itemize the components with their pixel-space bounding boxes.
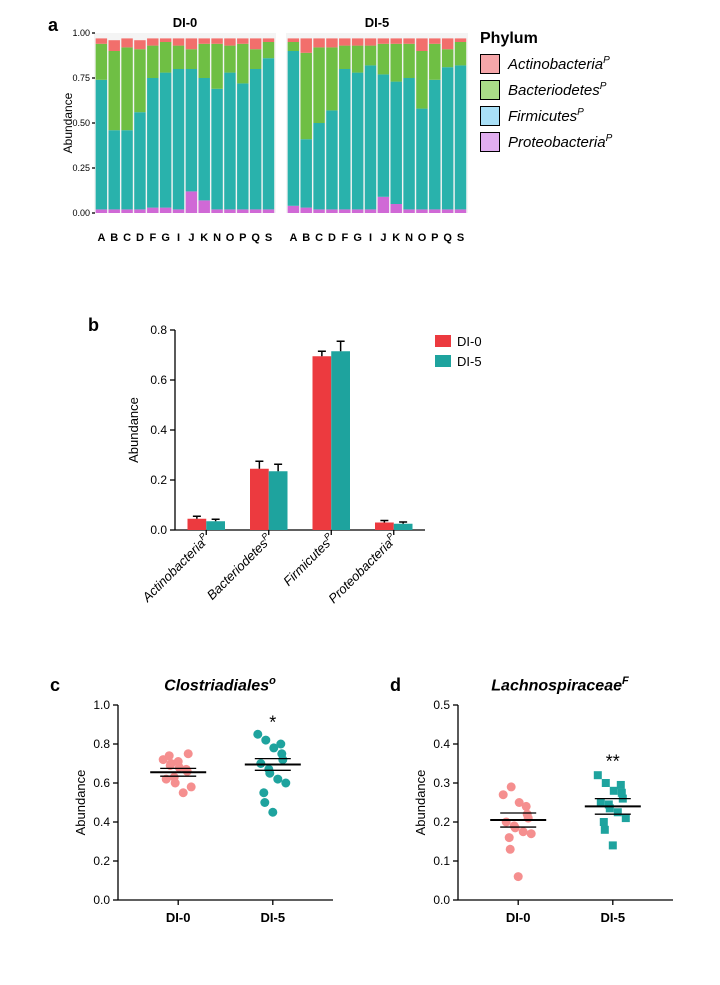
svg-text:Abundance: Abundance bbox=[126, 397, 141, 463]
panel-b-chart: 0.0 0.2 0.4 0.6 0.8 Abundance ActinobacteriaPB… bbox=[120, 315, 550, 655]
legend-item: BacteriodetesP bbox=[480, 80, 612, 100]
phylum-legend: Phylum ActinobacteriaP BacteriodetesP Firm… bbox=[480, 30, 612, 158]
svg-text:B: B bbox=[302, 232, 310, 244]
svg-text:0.4: 0.4 bbox=[93, 815, 110, 829]
svg-text:DI-0: DI-0 bbox=[506, 910, 531, 925]
panel-c-title: Clostriadialeso bbox=[70, 675, 370, 695]
figure: a DI-0 DI-5 0.00 0.25 0.50 0.75 1.00 Abundance A… bbox=[10, 15, 710, 975]
svg-text:P: P bbox=[431, 232, 438, 244]
svg-text:0.8: 0.8 bbox=[150, 323, 167, 337]
legend-swatch bbox=[480, 106, 500, 126]
svg-text:**: ** bbox=[606, 752, 620, 772]
svg-text:Q: Q bbox=[251, 232, 260, 244]
svg-text:0.50: 0.50 bbox=[72, 118, 90, 128]
panel-d-label: d bbox=[390, 675, 401, 696]
svg-text:ProteobacteriaP: ProteobacteriaP bbox=[325, 531, 400, 606]
legend-label: BacteriodetesP bbox=[508, 81, 606, 99]
svg-text:DI-5: DI-5 bbox=[601, 910, 626, 925]
svg-text:0.0: 0.0 bbox=[93, 893, 110, 907]
panel-b-label: b bbox=[88, 315, 99, 336]
legend-label: ActinobacteriaP bbox=[508, 55, 610, 73]
svg-text:0.0: 0.0 bbox=[433, 893, 450, 907]
svg-text:0.25: 0.25 bbox=[72, 163, 90, 173]
svg-text:1.00: 1.00 bbox=[72, 28, 90, 38]
legend-swatch bbox=[480, 80, 500, 100]
svg-text:1.0: 1.0 bbox=[93, 698, 110, 712]
svg-text:N: N bbox=[213, 232, 221, 244]
svg-text:DI-5: DI-5 bbox=[457, 354, 482, 369]
svg-text:0.0: 0.0 bbox=[150, 523, 167, 537]
svg-text:0.8: 0.8 bbox=[93, 737, 110, 751]
panel-d-title: LachnospiraceaeF bbox=[410, 675, 710, 695]
svg-text:0.2: 0.2 bbox=[150, 473, 167, 487]
svg-text:S: S bbox=[265, 232, 272, 244]
svg-text:I: I bbox=[177, 232, 180, 244]
svg-text:S: S bbox=[457, 232, 464, 244]
legend-item: ProteobacteriaP bbox=[480, 132, 612, 152]
svg-text:DI-0: DI-0 bbox=[173, 15, 198, 30]
panel-c-chart: 0.0 0.2 0.4 0.6 0.8 1.0 Abundance DI-0 DI-5 * bbox=[70, 695, 370, 945]
svg-text:Q: Q bbox=[443, 232, 452, 244]
svg-text:DI-0: DI-0 bbox=[457, 334, 482, 349]
svg-text:D: D bbox=[136, 232, 144, 244]
svg-text:J: J bbox=[188, 232, 194, 244]
panel-a-label: a bbox=[48, 15, 58, 36]
svg-text:O: O bbox=[418, 232, 427, 244]
svg-text:O: O bbox=[226, 232, 235, 244]
panel-b: 0.0 0.2 0.4 0.6 0.8 Abundance ActinobacteriaPB… bbox=[120, 315, 710, 665]
svg-text:ActinobacteriaP: ActinobacteriaP bbox=[138, 531, 213, 606]
svg-text:0.4: 0.4 bbox=[433, 737, 450, 751]
svg-text:*: * bbox=[269, 713, 276, 733]
svg-text:Abundance: Abundance bbox=[61, 92, 75, 153]
panel-d: LachnospiraceaeF 0.0 0.1 0.2 0.3 0.4 0.5 Abund… bbox=[410, 675, 710, 950]
svg-text:B: B bbox=[110, 232, 118, 244]
svg-text:FirmicutesP: FirmicutesP bbox=[279, 531, 337, 589]
legend-title: Phylum bbox=[480, 30, 612, 48]
svg-text:F: F bbox=[341, 232, 348, 244]
legend-item: FirmicutesP bbox=[480, 106, 612, 126]
panel-a: DI-0DI-50.000.250.500.751.00AbundanceABC… bbox=[60, 15, 710, 285]
panel-cd-row: c d Clostriadialeso 0.0 0.2 0.4 0.6 0.8 1.0 Ab… bbox=[10, 675, 710, 975]
svg-text:I: I bbox=[369, 232, 372, 244]
svg-text:C: C bbox=[315, 232, 323, 244]
svg-text:DI-0: DI-0 bbox=[166, 910, 191, 925]
svg-text:N: N bbox=[405, 232, 413, 244]
legend-swatch bbox=[480, 132, 500, 152]
panel-c: Clostriadialeso 0.0 0.2 0.4 0.6 0.8 1.0 Abunda… bbox=[70, 675, 370, 950]
svg-text:P: P bbox=[239, 232, 246, 244]
svg-text:0.5: 0.5 bbox=[433, 698, 450, 712]
svg-text:G: G bbox=[353, 232, 362, 244]
svg-text:G: G bbox=[161, 232, 170, 244]
svg-text:0.75: 0.75 bbox=[72, 73, 90, 83]
legend-item: ActinobacteriaP bbox=[480, 54, 612, 74]
legend-label: FirmicutesP bbox=[508, 107, 584, 125]
svg-text:K: K bbox=[392, 232, 400, 244]
svg-text:Abundance: Abundance bbox=[413, 770, 428, 836]
panel-c-label: c bbox=[50, 675, 60, 696]
svg-text:A: A bbox=[97, 232, 105, 244]
svg-text:0.2: 0.2 bbox=[433, 815, 450, 829]
legend-label: ProteobacteriaP bbox=[508, 133, 612, 151]
svg-text:BacteriodetesP: BacteriodetesP bbox=[203, 531, 275, 603]
svg-text:J: J bbox=[380, 232, 386, 244]
svg-text:F: F bbox=[149, 232, 156, 244]
svg-text:0.1: 0.1 bbox=[433, 854, 450, 868]
legend-swatch bbox=[480, 54, 500, 74]
svg-text:D: D bbox=[328, 232, 336, 244]
svg-text:0.00: 0.00 bbox=[72, 208, 90, 218]
svg-text:0.4: 0.4 bbox=[150, 423, 167, 437]
svg-text:0.6: 0.6 bbox=[150, 373, 167, 387]
svg-text:0.2: 0.2 bbox=[93, 854, 110, 868]
svg-text:0.6: 0.6 bbox=[93, 776, 110, 790]
svg-text:DI-5: DI-5 bbox=[261, 910, 286, 925]
svg-text:C: C bbox=[123, 232, 131, 244]
panel-d-chart: 0.0 0.1 0.2 0.3 0.4 0.5 Abundance DI-0 DI-5 ** bbox=[410, 695, 710, 945]
svg-text:K: K bbox=[200, 232, 208, 244]
svg-text:Abundance: Abundance bbox=[73, 770, 88, 836]
svg-text:A: A bbox=[289, 232, 297, 244]
svg-text:DI-5: DI-5 bbox=[365, 15, 390, 30]
svg-text:0.3: 0.3 bbox=[433, 776, 450, 790]
